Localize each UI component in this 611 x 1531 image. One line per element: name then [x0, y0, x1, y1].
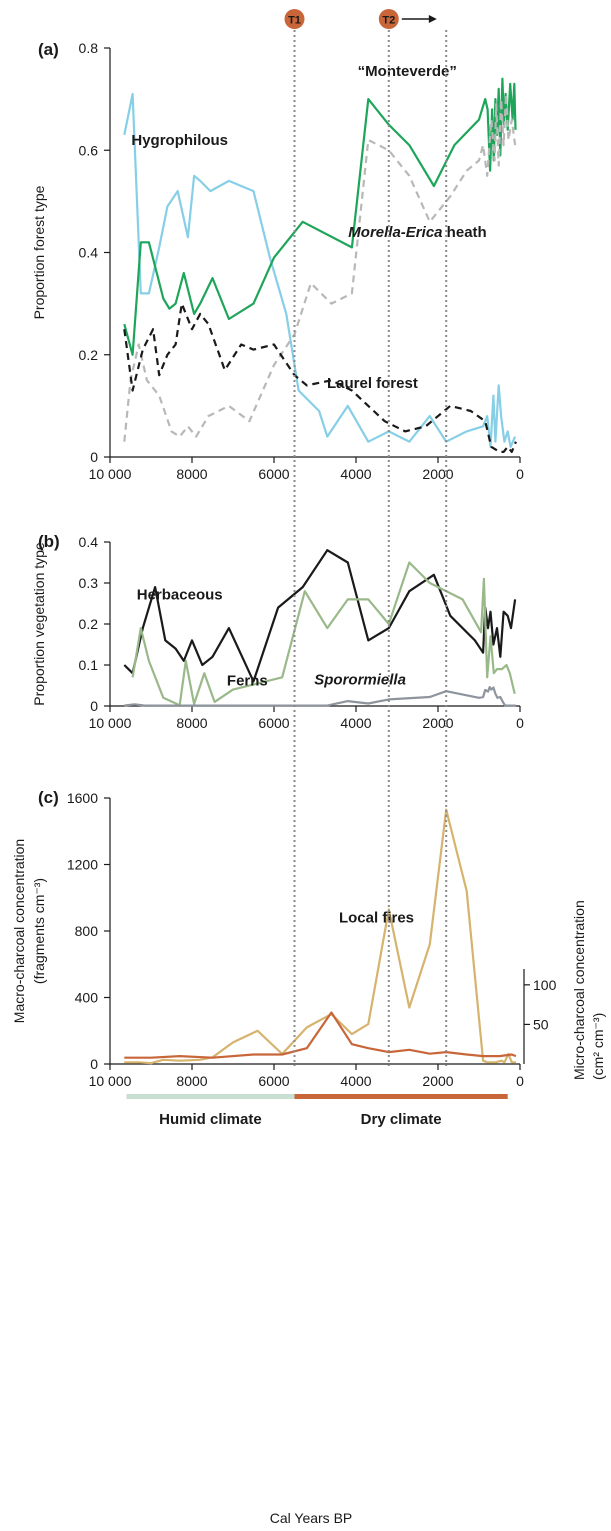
x-tick-label: 6000: [258, 1073, 289, 1089]
climate-bar-segment: [126, 1094, 295, 1099]
y-axis-title: Proportion forest type: [31, 185, 47, 319]
x-tick-label: 4000: [340, 466, 371, 482]
y2-axis-title: Micro-charcoal concentration: [571, 900, 587, 1080]
y-tick-label: 0.6: [79, 142, 99, 158]
climate-bar-segment: [294, 1094, 508, 1099]
series-label: Hygrophilous: [131, 132, 228, 149]
y-tick-label: 0.2: [79, 347, 99, 363]
x-tick-label: 10 000: [89, 466, 132, 482]
transition-marker: [284, 9, 305, 29]
x-tick-label: 2000: [422, 466, 453, 482]
y-tick-label: 0: [90, 1056, 98, 1072]
x-tick-label: 4000: [340, 715, 371, 731]
series-label: Herbaceous: [137, 586, 223, 603]
y-axis-title: Proportion vegetation type: [31, 542, 47, 706]
panel-label: (c): [38, 788, 59, 807]
series-label: Local fires: [339, 910, 414, 927]
y2-axis-units: (cm² cm⁻³): [590, 1013, 606, 1080]
panel-a: (a) 0 0.2 0.4 0.6 0.8 10 000 8000 6000 4000 2000 0 P…: [31, 40, 524, 482]
x-tick-label: 6000: [258, 466, 289, 482]
y-tick-label: 1600: [67, 790, 98, 806]
y-axis-title: Macro-charcoal concentration: [11, 839, 27, 1023]
x-tick-label: 6000: [258, 715, 289, 731]
x-tick-label: 2000: [422, 1073, 453, 1089]
x-tick-label: 0: [516, 715, 524, 731]
x-tick-label: 8000: [176, 1073, 207, 1089]
series-label: Morella-Erica heath: [348, 224, 486, 241]
transition-label: T2: [382, 15, 395, 27]
x-tick-label: 8000: [176, 466, 207, 482]
x-tick-label: 2000: [422, 715, 453, 731]
series-line: [124, 808, 516, 1065]
series-line: [123, 549, 517, 683]
panel-b: (b) 0 0.1 0.2 0.3 0.4 10 000 8000 6000 4000 2000 0 P…: [31, 532, 524, 731]
transition-overlay: T1 T2: [284, 9, 448, 1066]
series-line: [131, 561, 516, 707]
series-line: [123, 92, 517, 442]
y-tick-label: 0.4: [79, 534, 99, 550]
x-tick-label: 10 000: [89, 1073, 132, 1089]
series-label: Sporormiella: [314, 671, 406, 688]
panel-label: (a): [38, 40, 59, 59]
panel-c: (c) 0 400 800 1200 1600 10 000 8000 6000 4000 2000…: [11, 788, 606, 1089]
y-tick-label: 0.3: [79, 575, 99, 591]
y-axis-units: (fragments cm⁻³): [31, 878, 47, 984]
x-tick-label: 0: [516, 466, 524, 482]
transition-label: T1: [288, 15, 301, 27]
y-tick-label: 800: [75, 923, 99, 939]
series-line: [124, 1011, 517, 1059]
climate-bar: Humid climate Dry climate: [126, 1094, 508, 1128]
transition-marker: [378, 9, 399, 29]
x-axis-title: Cal Years BP: [270, 1510, 353, 1526]
series-line: [124, 685, 516, 707]
climate-label: Humid climate: [159, 1111, 262, 1128]
series-line: [123, 77, 517, 356]
series-line: [123, 302, 517, 453]
x-tick-label: 8000: [176, 715, 207, 731]
y-tick-label: 0: [90, 698, 98, 714]
x-tick-label: 4000: [340, 1073, 371, 1089]
panel-label: (b): [38, 532, 60, 551]
series-line: [123, 92, 517, 448]
y-tick-label: 0.4: [79, 245, 99, 261]
climate-label: Dry climate: [361, 1111, 442, 1128]
series-label: Laurel forest: [327, 375, 418, 392]
y-tick-label: 1200: [67, 857, 98, 873]
series-label: Ferns: [227, 673, 268, 690]
y-tick-label: 400: [75, 990, 99, 1006]
y2-tick-label: 100: [533, 977, 557, 993]
arrow-head-icon: [428, 15, 437, 23]
y-tick-label: 0.1: [79, 657, 99, 673]
x-tick-label: 0: [516, 1073, 524, 1089]
y-tick-label: 0.2: [79, 616, 99, 632]
series-label: “Monteverde”: [358, 63, 457, 80]
y2-tick-label: 50: [533, 1016, 549, 1032]
x-tick-label: 10 000: [89, 715, 132, 731]
y-tick-label: 0.8: [79, 40, 99, 56]
y-tick-label: 0: [90, 449, 98, 465]
